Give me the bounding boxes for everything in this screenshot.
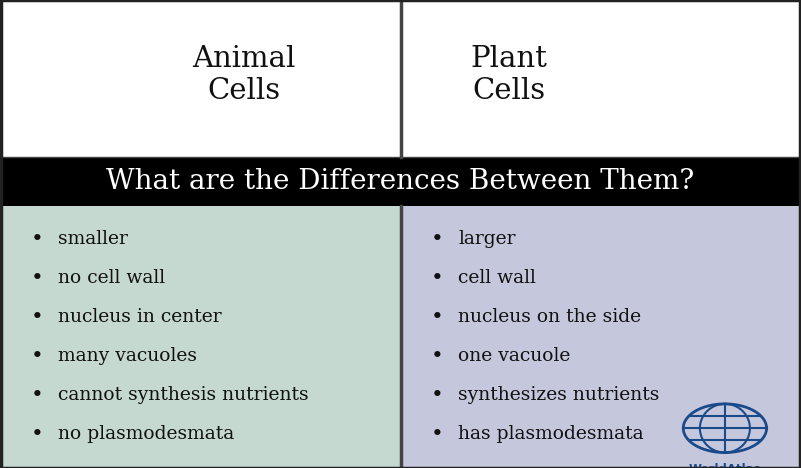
Bar [400, 206, 801, 468]
Bar [0, 157, 801, 206]
Text: many vacuoles: many vacuoles [58, 347, 197, 366]
Text: WorldAtlas: WorldAtlas [689, 463, 761, 468]
Text: •: • [30, 386, 43, 405]
Text: •: • [431, 229, 444, 249]
Text: no plasmodesmata: no plasmodesmata [58, 425, 234, 444]
Text: •: • [30, 269, 43, 288]
Text: cannot synthesis nutrients: cannot synthesis nutrients [58, 387, 308, 404]
Text: larger: larger [458, 230, 516, 249]
Text: •: • [30, 424, 43, 445]
Text: •: • [431, 346, 444, 366]
Text: nucleus on the side: nucleus on the side [458, 308, 642, 327]
Text: smaller: smaller [58, 230, 127, 249]
Text: Plant
Cells: Plant Cells [470, 45, 547, 105]
Text: cell wall: cell wall [458, 270, 536, 287]
Text: •: • [431, 307, 444, 328]
Bar [0, 206, 400, 468]
Text: Animal
Cells: Animal Cells [192, 45, 296, 105]
Text: nucleus in center: nucleus in center [58, 308, 221, 327]
Text: •: • [431, 269, 444, 288]
Text: synthesizes nutrients: synthesizes nutrients [458, 387, 659, 404]
Text: •: • [30, 307, 43, 328]
Text: •: • [30, 229, 43, 249]
Text: •: • [431, 424, 444, 445]
Bar [0, 0, 801, 157]
Text: has plasmodesmata: has plasmodesmata [458, 425, 644, 444]
Text: •: • [431, 386, 444, 405]
Text: •: • [30, 346, 43, 366]
Text: What are the Differences Between Them?: What are the Differences Between Them? [107, 168, 694, 195]
Text: one vacuole: one vacuole [458, 347, 570, 366]
Text: no cell wall: no cell wall [58, 270, 165, 287]
